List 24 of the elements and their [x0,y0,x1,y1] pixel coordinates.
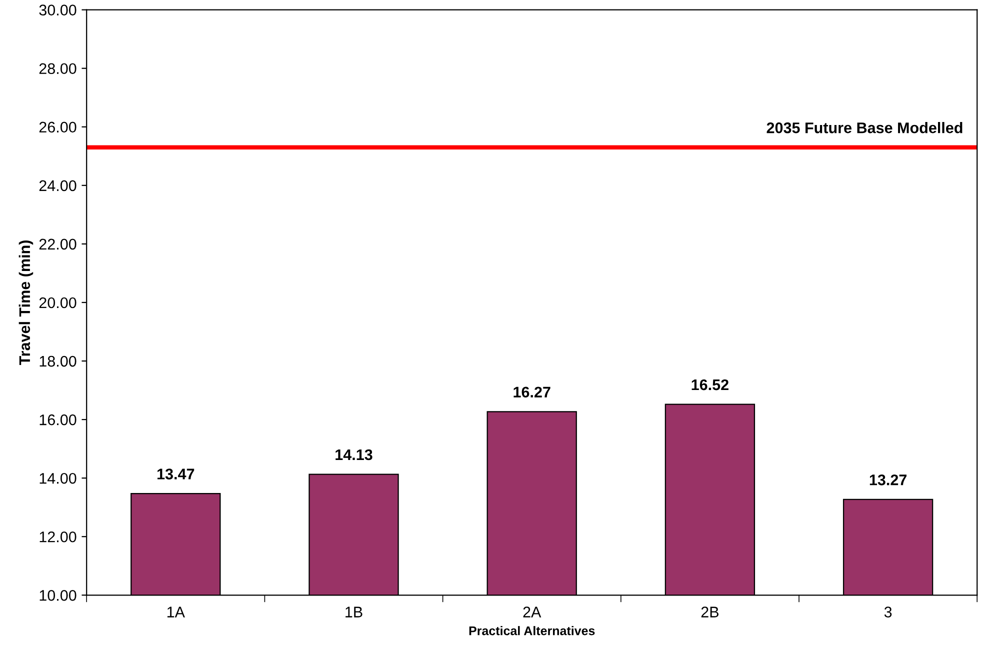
y-tick-label: 24.00 [39,180,76,192]
y-tick-label: 10.00 [40,590,76,601]
y-tick-label: 16.00 [40,414,76,426]
y-tick-label: 20.00 [39,297,76,308]
y-axis-title: Travel Time (min) [18,240,34,365]
data-label: 13.47 [157,468,194,480]
y-tick-label: 30.00 [39,4,76,16]
y-tick-label: 14.00 [40,472,76,484]
x-tick-label: 2B [701,606,718,618]
data-label: 14.13 [336,449,372,460]
data-label: 16.27 [514,386,550,398]
x-tick-label: 1A [167,606,185,618]
y-tick-label: 22.00 [39,238,76,250]
x-tick-label: 2A [523,606,542,618]
y-tick-label: 26.00 [39,122,76,133]
x-tick-label: 3 [884,606,892,618]
data-label: 16.52 [692,379,728,390]
x-tick-label: 1B [346,606,362,618]
y-tick-label: 18.00 [40,356,76,367]
ref-line-label: 2035 Future Base Modelled [766,122,962,134]
data-label: 13.27 [870,474,907,486]
y-tick-label: 12.00 [40,531,76,542]
x-axis-title: Practical Alternatives [469,626,595,636]
y-tick-label: 28.00 [39,63,76,74]
